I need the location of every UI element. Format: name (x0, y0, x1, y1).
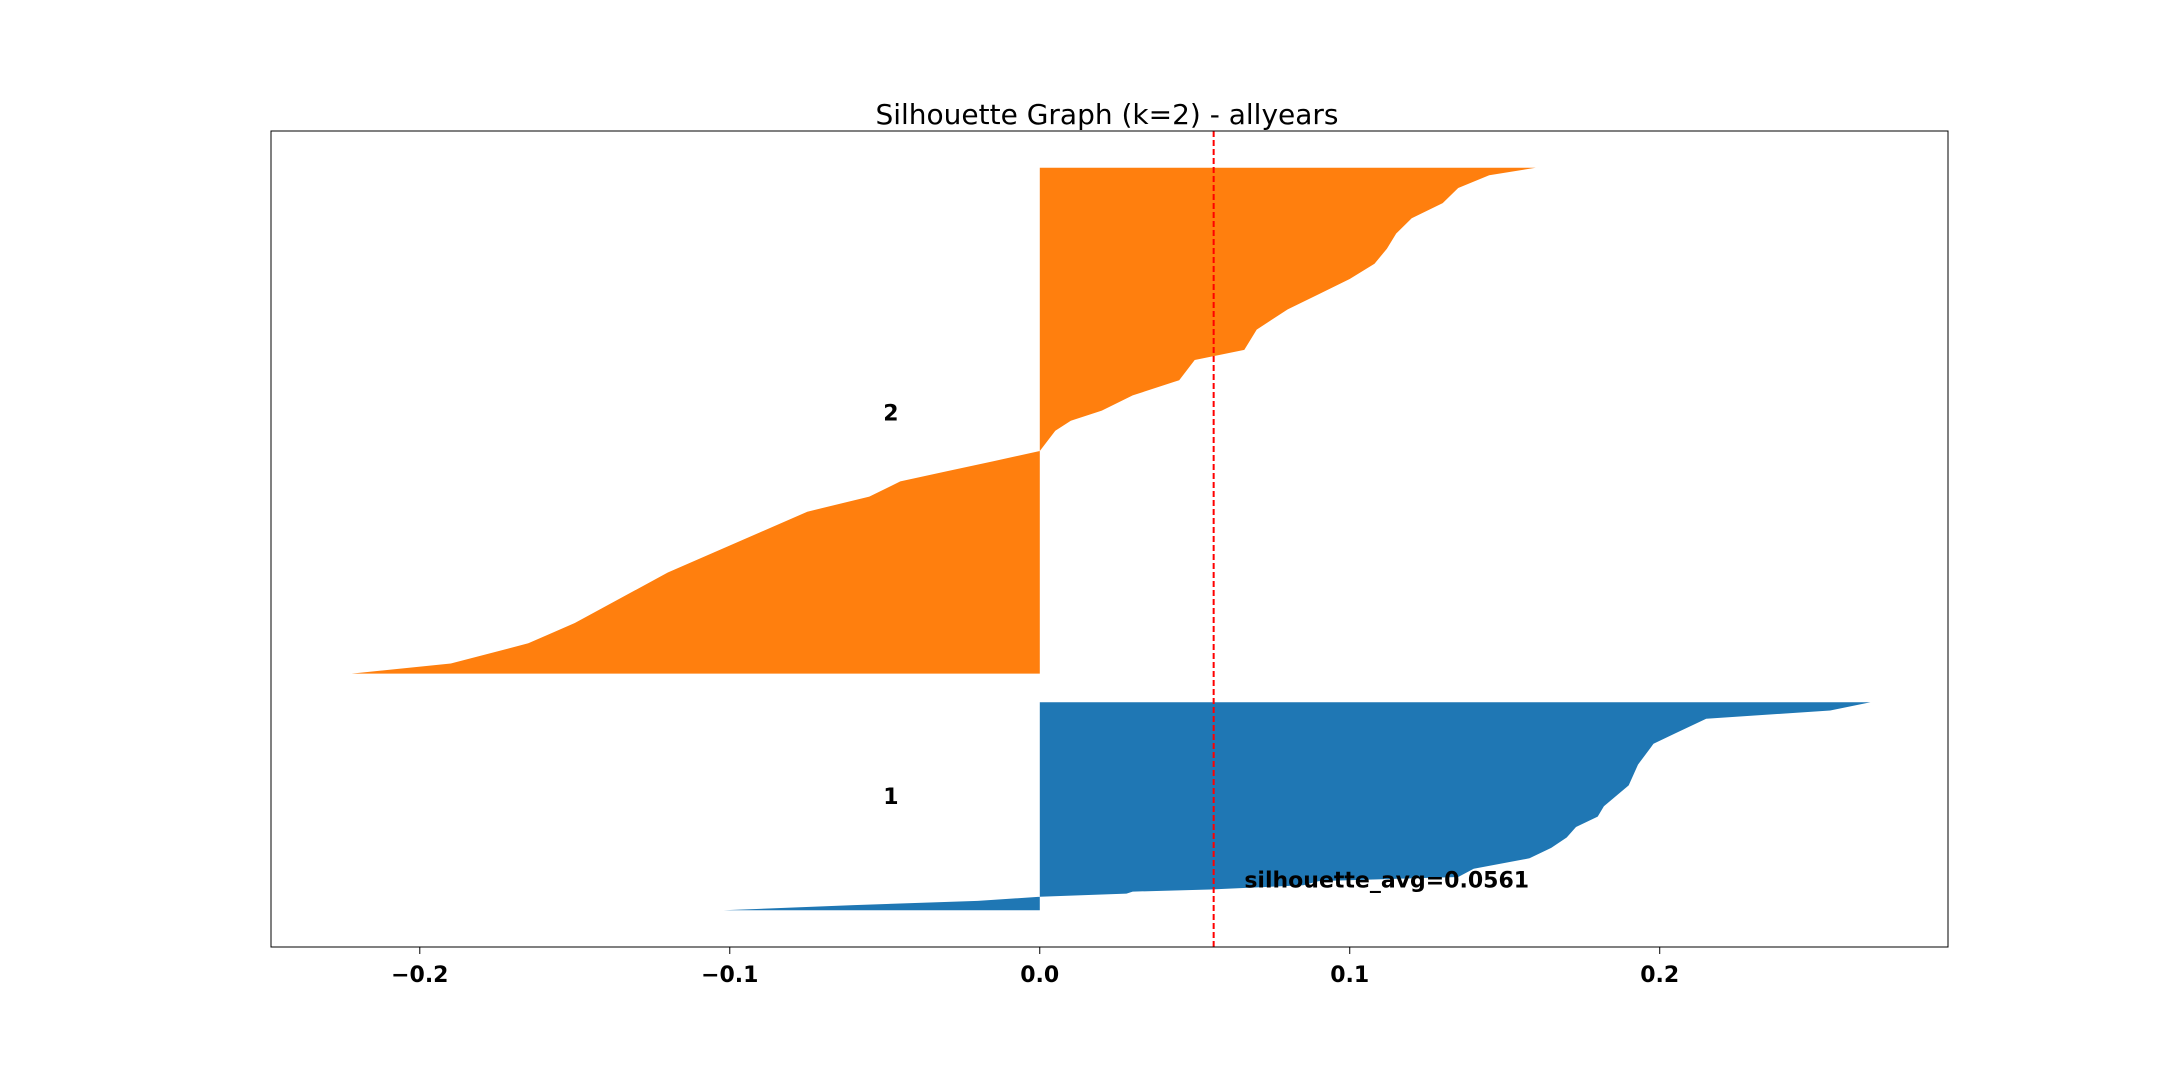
cluster-2-area (351, 167, 1536, 674)
cluster-1-label: 1 (883, 785, 898, 810)
chart-title: Silhouette Graph (k=2) - allyears (875, 98, 1338, 131)
plot-area: 1 2 silhouette_avg=0.0561 (351, 131, 1871, 947)
x-axis: −0.2 −0.1 0.0 0.1 0.2 (391, 947, 1679, 988)
x-tick-label: 0.1 (1330, 963, 1369, 988)
x-tick-label: −0.2 (391, 963, 448, 988)
cluster-1-area (723, 702, 1871, 911)
axes-frame (270, 130, 1949, 948)
x-tick-label: 0.0 (1020, 963, 1059, 988)
x-tick-label: −0.1 (701, 963, 758, 988)
x-tick-label: 0.2 (1640, 963, 1679, 988)
silhouette-avg-annotation: silhouette_avg=0.0561 (1244, 868, 1529, 893)
cluster-2-label: 2 (883, 402, 898, 427)
